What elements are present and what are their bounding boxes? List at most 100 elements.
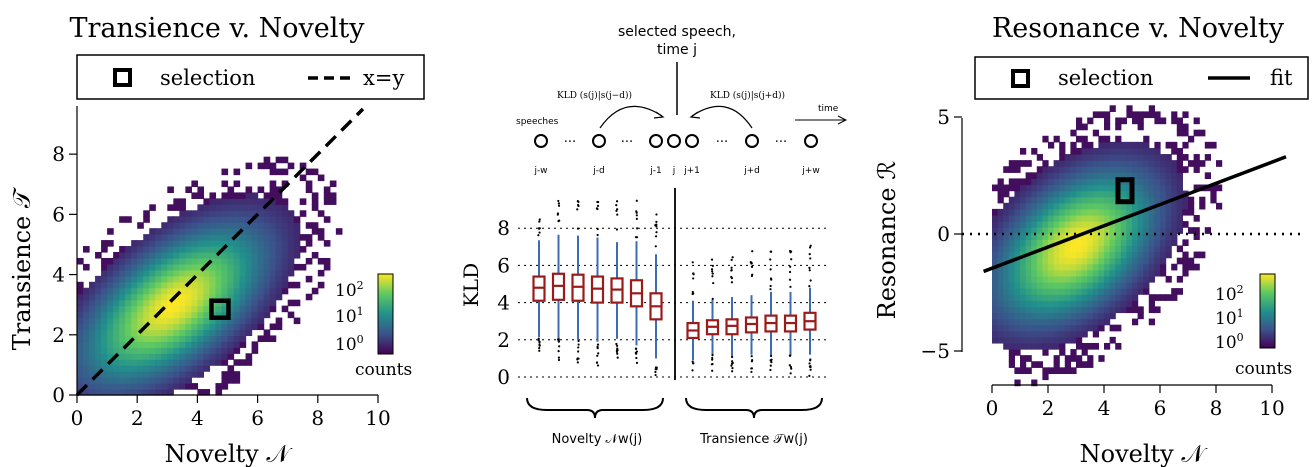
panel3-heat-cell <box>1059 288 1066 295</box>
panel1-heat-cell <box>113 257 120 265</box>
panel1-heat-cell <box>191 192 198 199</box>
panel1-heat-cell <box>269 287 277 295</box>
panel1-heat-cell <box>257 246 265 253</box>
panel3-heat-cell <box>1148 227 1155 234</box>
panel3-heat-cell <box>1126 214 1133 222</box>
panel1-heat-cell <box>125 281 132 289</box>
panel1-heat-cell <box>287 234 295 241</box>
panel3-heat-cell <box>1109 154 1116 161</box>
panel3-heat-cell <box>1154 111 1161 119</box>
panel3-heat-cell <box>1042 294 1049 301</box>
diagram-label-j+w: j+w <box>801 166 819 176</box>
panel1-heat-cell <box>161 365 168 372</box>
panel1-heat-cell <box>125 263 132 271</box>
panel1-heat-cell <box>227 216 235 223</box>
kld-novelty-outlier <box>557 204 561 207</box>
panel3-heat-cell <box>1115 214 1122 222</box>
panel3-heat-cell <box>1092 172 1099 180</box>
panel1-heat-cell <box>263 293 271 301</box>
panel3-x-tick-label: 2 <box>1042 396 1055 420</box>
panel3-heat-cell <box>997 300 1004 307</box>
panel1-heat-cell <box>257 281 265 289</box>
kld-transience-outlier <box>712 281 715 285</box>
panel3-heat-cell <box>1053 282 1060 289</box>
panel1-heat-cell <box>269 335 277 342</box>
panel1-heat-cell <box>269 234 277 241</box>
kld-novelty-outlier <box>615 203 618 207</box>
panel1-heat-cell <box>161 252 168 259</box>
panel1-heat-cell <box>293 263 301 271</box>
panel3-heat-cell <box>1076 245 1083 253</box>
panel3-heat-cell <box>1193 117 1200 125</box>
panel1-heat-cell <box>245 359 253 366</box>
panel3-heat-cell <box>1104 135 1111 143</box>
panel3-heat-cell <box>1109 251 1116 259</box>
panel3-heat-cell <box>1081 135 1088 143</box>
panel3-heat-cell <box>1036 178 1043 186</box>
panel3-heat-cell <box>1182 251 1189 259</box>
panel1-heat-cell <box>275 281 283 289</box>
kld-transience-outlier <box>711 356 714 360</box>
panel1-heat-cell <box>125 305 132 313</box>
panel1-heat-cell <box>131 299 138 307</box>
panel1-heat-cell <box>185 228 192 235</box>
panel3-heat-cell <box>1053 208 1060 216</box>
panel1-heat-cell <box>293 317 301 325</box>
panel3-heat-cell <box>1132 141 1139 149</box>
panel3-heat-cell <box>1003 342 1010 350</box>
panel3-heat-cell <box>997 336 1004 344</box>
kld-transience-outlier <box>711 270 714 273</box>
panel3-heat-cell <box>1193 214 1200 222</box>
panel3-heat-cell <box>1020 190 1027 198</box>
panel3-heat-cell <box>1199 129 1206 137</box>
panel3-heat-cell <box>1137 117 1144 125</box>
panel1-heat-cell <box>167 234 174 241</box>
panel3-heat-cell <box>1059 227 1066 234</box>
panel3-heat-cell <box>1042 263 1049 271</box>
panel3-heat-cell <box>1098 282 1105 289</box>
panel3-heat-cell <box>1025 318 1032 326</box>
panel3-heat-cell <box>1148 306 1155 314</box>
panel1-heat-cell <box>317 174 325 182</box>
panel3-heat-cell <box>1154 214 1161 222</box>
panel3-heat-cell <box>1048 324 1055 332</box>
panel1-heat-cell <box>143 383 150 390</box>
panel3-heat-cell <box>1036 190 1043 198</box>
panel1-heat-cell <box>227 222 235 229</box>
panel3-heat-cell <box>1126 105 1133 112</box>
panel1-heat-cell <box>113 371 120 378</box>
panel1-heat-cell <box>143 341 150 348</box>
kld-transience-outlier <box>731 355 734 359</box>
panel3-heat-cell <box>1064 294 1071 301</box>
panel1-heat-cell <box>185 347 192 354</box>
panel3-heat-cell <box>1115 300 1122 307</box>
kld-transience-outlier <box>788 270 792 274</box>
panel1-heat-cell <box>251 240 259 247</box>
panel3-heat-cell <box>1003 245 1010 253</box>
panel3-heat-cell <box>1081 227 1088 234</box>
panel3-heat-cell <box>1020 227 1027 234</box>
panel3-heat-cell <box>1104 117 1111 125</box>
panel3-heat-cell <box>1003 166 1010 173</box>
panel1-heat-cell <box>161 317 168 325</box>
panel3-heat-cell <box>1036 251 1043 259</box>
panel3-heat-cell <box>1070 318 1077 326</box>
panel3-heat-cell <box>1160 263 1167 271</box>
panel1-heat-cell <box>329 192 337 199</box>
panel3-heat-cell <box>1160 294 1167 301</box>
panel1-x-tick-label: 10 <box>365 406 390 430</box>
panel3-heat-cell <box>1025 245 1032 253</box>
panel3-heat-cell <box>1160 227 1167 234</box>
kld-novelty-outlier <box>616 208 619 211</box>
panel3-heat-cell <box>1098 233 1105 240</box>
panel1-x-label: Novelty 𝒩 <box>165 440 294 467</box>
panel1-heat-cell <box>107 341 114 348</box>
diagram-node-j-1 <box>649 134 663 148</box>
panel1-heat-cell <box>101 365 108 372</box>
panel1-heat-cell <box>161 383 168 390</box>
panel1-heat-cell <box>311 287 319 295</box>
panel1-heat-cell <box>155 246 162 253</box>
panel3-heat-cell <box>1098 202 1105 210</box>
panel3-heat-cell <box>1025 227 1032 234</box>
panel3-heat-cell <box>1182 196 1189 204</box>
